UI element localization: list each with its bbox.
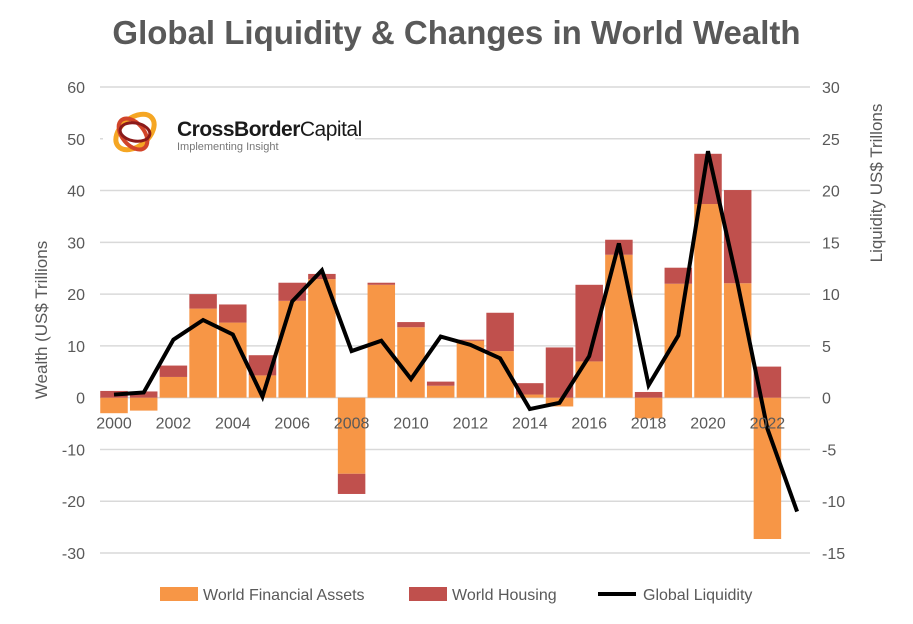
legend-label: Global Liquidity [643, 587, 752, 604]
bar-housing [634, 391, 663, 398]
x-tick-label: 2002 [156, 416, 192, 433]
bar-housing [426, 381, 455, 386]
y2-tick-label: 5 [822, 339, 831, 356]
bar-housing [664, 267, 693, 284]
y-tick-label: 50 [67, 132, 85, 149]
line-global-liquidity [113, 150, 799, 513]
bar-financial-assets [278, 300, 306, 398]
bar-housing [159, 365, 188, 377]
y-tick-label: -10 [62, 442, 85, 459]
y-tick-label: 0 [76, 391, 85, 408]
x-tick-label: 2018 [631, 416, 667, 433]
bar-housing [308, 273, 336, 280]
bar-financial-assets [694, 204, 722, 398]
y2-tick-label: 20 [822, 184, 840, 201]
y2-tick-label: -15 [822, 546, 845, 563]
y-tick-label: 10 [67, 339, 85, 356]
bar-housing [337, 473, 366, 494]
chart-title: Global Liquidity & Changes in World Weal… [112, 14, 801, 51]
bar-financial-assets [100, 397, 128, 414]
y2-tick-label: 0 [822, 391, 831, 408]
y-tick-label: 60 [67, 80, 85, 97]
x-tick-label: 2000 [96, 416, 132, 433]
legend-label: World Financial Assets [203, 587, 365, 604]
legend-swatch [160, 587, 198, 601]
bar-housing [516, 383, 544, 395]
y2-tick-label: -5 [822, 442, 836, 459]
x-tick-label: 2008 [334, 416, 370, 433]
bar-housing [189, 294, 217, 309]
bar-housing [397, 322, 425, 328]
x-tick-label: 2010 [393, 416, 429, 433]
bar-financial-assets [634, 397, 663, 419]
bar-housing [456, 339, 485, 341]
bar-housing [486, 312, 514, 352]
y-tick-label: 40 [67, 184, 85, 201]
y2-tick-label: 15 [822, 235, 840, 252]
x-tick-label: 2004 [215, 416, 251, 433]
x-tick-label: 2022 [750, 416, 786, 433]
y-axis-label: Wealth (US$ Trillions [32, 241, 51, 399]
logo-swirl-icon [113, 111, 157, 153]
bar-financial-assets [129, 397, 158, 411]
y2-tick-label: 25 [822, 132, 840, 149]
x-tick-label: 2012 [453, 416, 489, 433]
y-tick-label: 20 [67, 287, 85, 304]
legend-label: World Housing [452, 587, 557, 604]
x-tick-label: 2006 [274, 416, 310, 433]
y2-tick-label: 30 [822, 80, 840, 97]
bar-financial-assets [159, 376, 188, 398]
y-tick-label: -30 [62, 546, 85, 563]
bar-financial-assets [575, 361, 603, 398]
x-tick-label: 2016 [571, 416, 607, 433]
x-tick-label: 2020 [690, 416, 726, 433]
bar-financial-assets [664, 283, 693, 398]
legend-swatch [409, 587, 447, 601]
bar-financial-assets [723, 283, 752, 398]
bar-housing [129, 391, 158, 398]
bar-financial-assets [516, 394, 544, 398]
crossborder-capital-logo: CrossBorderCapital Implementing Insight [103, 96, 362, 168]
logo-tagline: Implementing Insight [177, 141, 279, 153]
y2-axis-label: Liquidity US$ Trillons [867, 104, 886, 263]
bar-housing [219, 304, 247, 323]
bar-financial-assets [426, 385, 455, 398]
logo-brand: CrossBorderCapital [177, 118, 362, 141]
bar-financial-assets [337, 397, 366, 474]
y2-tick-label: -10 [822, 494, 845, 511]
y2-tick-label: 10 [822, 287, 840, 304]
x-tick-label: 2014 [512, 416, 548, 433]
bar-housing [367, 282, 396, 285]
y-tick-label: -20 [62, 494, 85, 511]
y-tick-label: 30 [67, 235, 85, 252]
